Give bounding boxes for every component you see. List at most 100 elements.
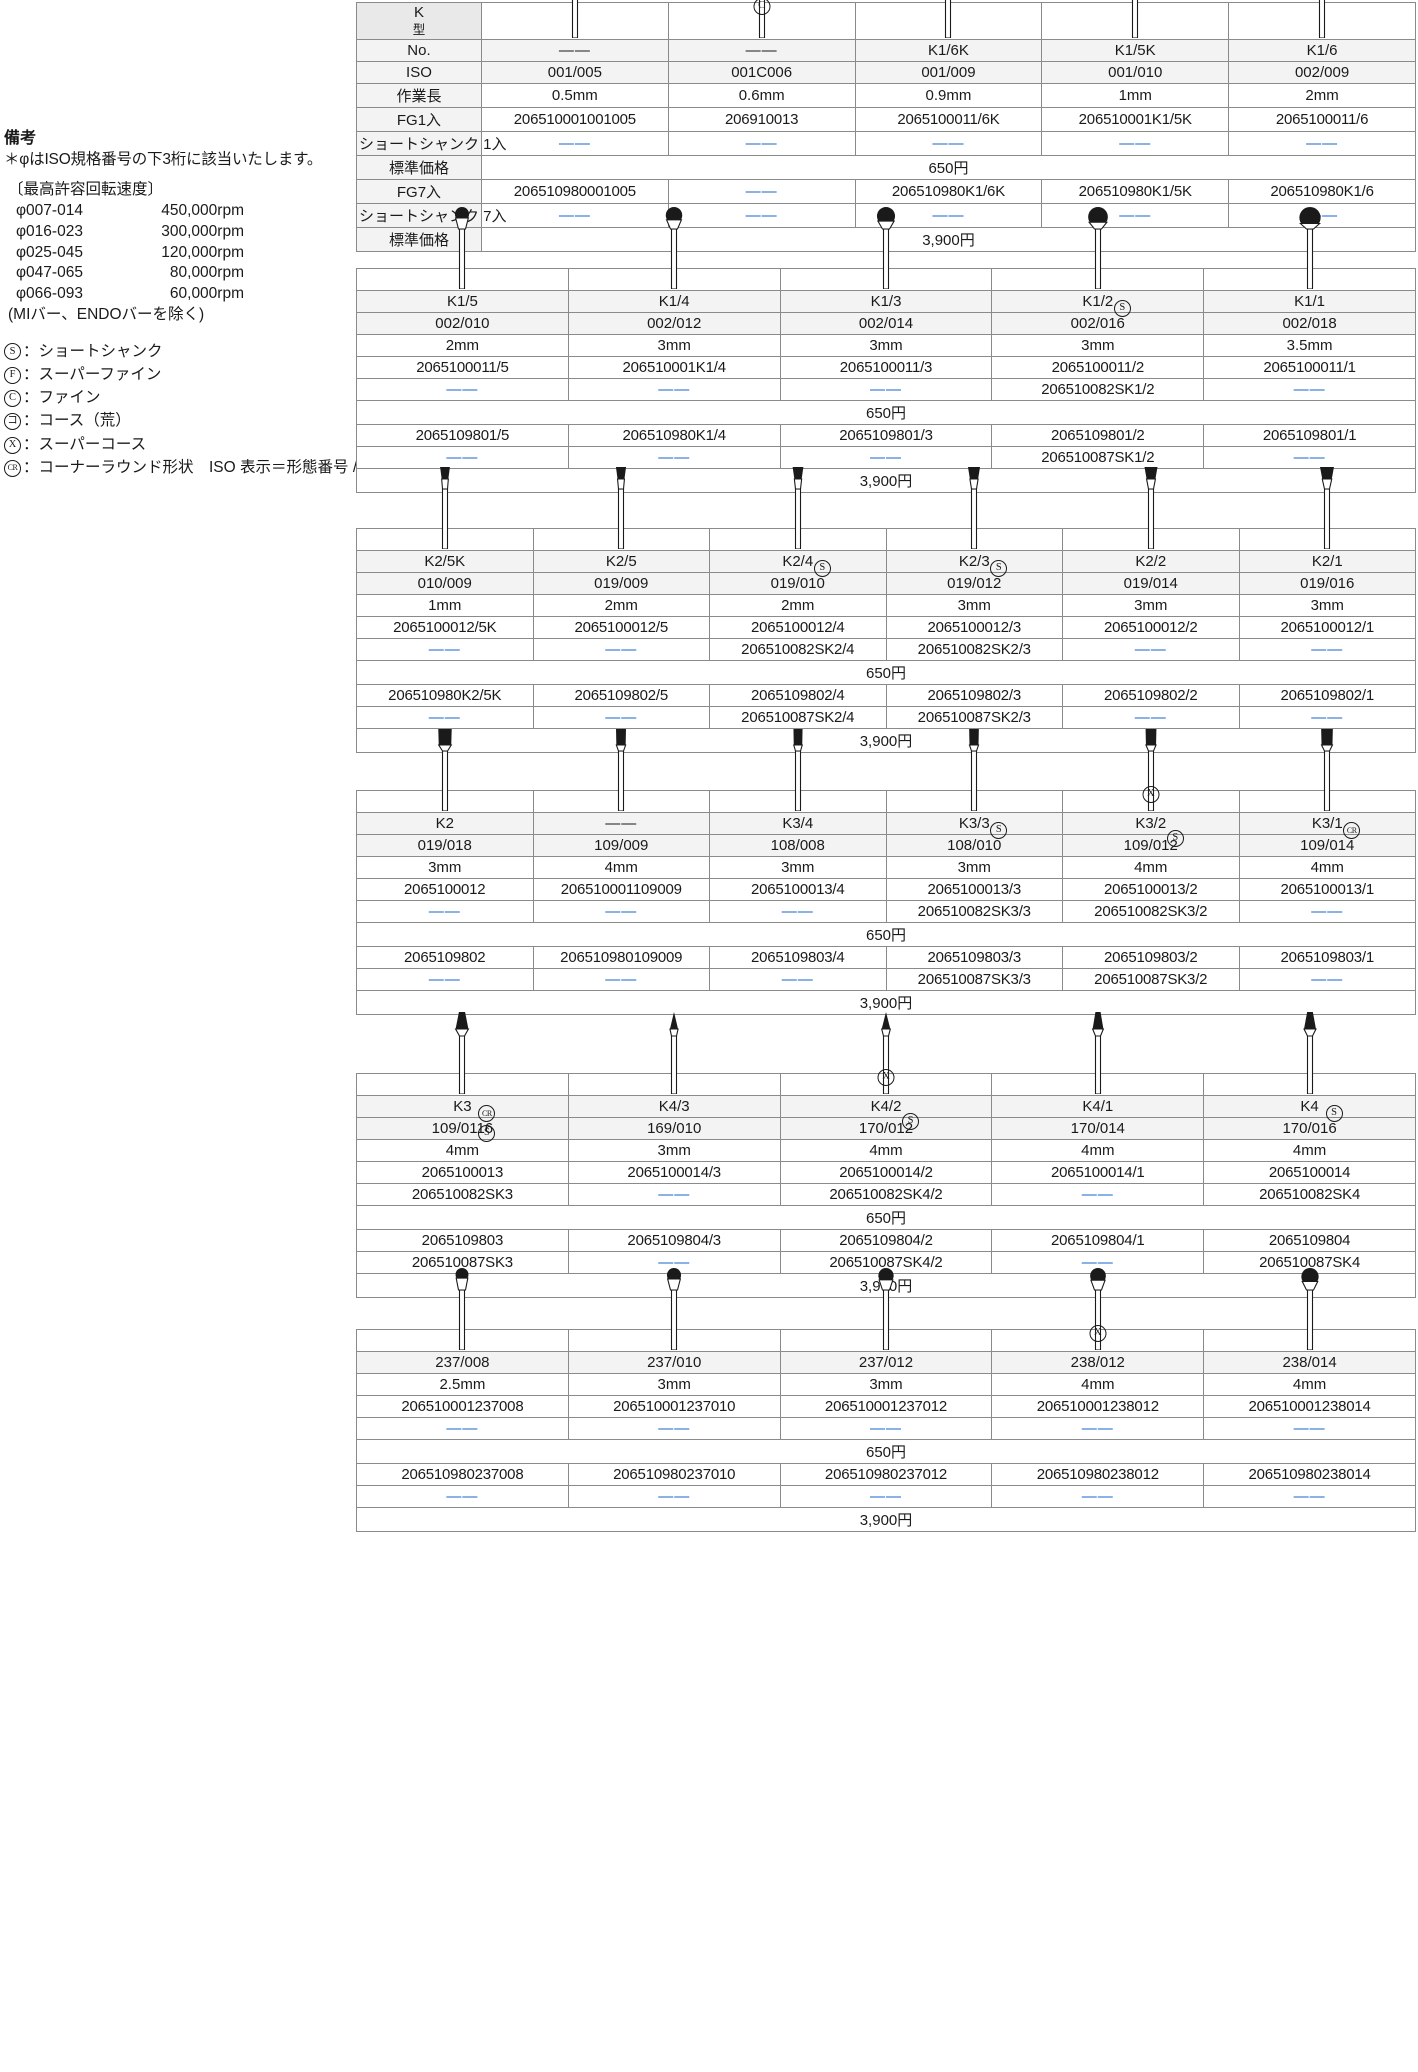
bur-illustration xyxy=(359,467,531,549)
speed-rpm: 120,000rpm xyxy=(161,243,244,261)
bur-illustration-cell: S xyxy=(991,207,1205,317)
cell-iso: 237/008 xyxy=(356,1351,569,1374)
cell-no: K1/1 xyxy=(1203,290,1416,313)
row-no: K1/5 K1/4 K1/3 K1/2 K1/1 xyxy=(356,290,1416,313)
cell-iso: 109/012 xyxy=(1062,834,1240,857)
dash-placeholder: —— xyxy=(745,135,778,153)
cell-fg1-code: 206510001K1/5K xyxy=(1041,107,1230,133)
symbol-legend: S ：ショートシャンク F ：スーパーファイン C ：ファインコ：コース（荒） X ：スーパー… xyxy=(4,342,439,479)
mark-s-icon: S xyxy=(901,1113,919,1130)
cell-iso: 108/008 xyxy=(709,834,887,857)
cell-working-length: 2mm xyxy=(1228,83,1416,109)
cell-short7-code: —— xyxy=(567,1485,781,1508)
cell-fg7-code: 2065109804/1 xyxy=(991,1229,1205,1252)
cell-iso: 109/014 xyxy=(1238,834,1416,857)
dash-placeholder: —— xyxy=(1311,903,1344,920)
cell-short1-code: —— xyxy=(1041,131,1230,157)
cell-working-length: 4mm xyxy=(779,1139,993,1162)
bur-image-row: CR S S X S xyxy=(356,1012,1416,1142)
table-237: X 237/008 237/010 237/012 238/012 238/014 2.5m… xyxy=(356,1268,1416,1532)
bur-illustration xyxy=(571,207,778,289)
speed-diameter: φ007-014 xyxy=(16,201,83,219)
legend-row: S ：ショートシャンク xyxy=(4,342,352,363)
cell-price-single: 650円 xyxy=(356,1205,1416,1230)
cell-fg1-code: 2065100012/1 xyxy=(1238,616,1416,639)
dash-placeholder: —— xyxy=(1293,1488,1326,1505)
cell-short1-code: —— xyxy=(356,378,569,401)
mark-s-icon: S xyxy=(813,560,831,577)
cell-short1-code: —— xyxy=(1228,131,1416,157)
cell-fg7-code: 2065109801/1 xyxy=(1203,424,1416,447)
cell-fg7-code: 206510980K1/6K xyxy=(854,179,1043,205)
row-fg7: 2065109801/5 206510980K1/4 2065109801/3 206… xyxy=(356,424,1416,447)
row-fg7: FG7入 206510980001005 —— 206510980K1/6K 20651… xyxy=(356,179,1416,205)
dash-placeholder: —— xyxy=(1306,135,1339,153)
cell-fg1-code: 2065100012/5 xyxy=(532,616,710,639)
bur-illustration-cell xyxy=(1062,467,1240,551)
cell-no: K3/3 xyxy=(885,812,1063,835)
cell-iso: 238/014 xyxy=(1203,1351,1416,1374)
cell-short1-code: —— xyxy=(567,1183,781,1206)
bur-illustration-cell: CR S xyxy=(356,1012,569,1142)
bur-illustration xyxy=(783,207,990,289)
cell-fg1-code: 206910013 xyxy=(667,107,856,133)
dash-placeholder: —— xyxy=(781,971,814,988)
dash-placeholder: —— xyxy=(658,1254,691,1271)
cell-fg7-code: 206510980K1/6 xyxy=(1228,179,1416,205)
cell-short7-code: —— xyxy=(991,1485,1205,1508)
cell-fg1-code: 2065100011/2 xyxy=(991,356,1205,379)
cell-fg1-code: 2065100012/5K xyxy=(356,616,534,639)
cell-working-length: 3mm xyxy=(567,334,781,357)
row-short-shank-7: 206510087SK3 —— 206510087SK4/2 —— 206510087S… xyxy=(356,1251,1416,1274)
cell-fg7-code: —— xyxy=(667,179,856,205)
cell-no: —— xyxy=(667,39,856,63)
cell-short7-code: —— xyxy=(356,968,534,991)
cell-short1-code: 206510082SK2/4 xyxy=(709,638,887,661)
cell-fg1-code: 2065100011/6 xyxy=(1228,107,1416,133)
dash-placeholder: —— xyxy=(745,183,778,201)
cell-short1-code: 206510082SK4 xyxy=(1203,1183,1416,1206)
bur-illustration-cell xyxy=(1041,0,1230,41)
cell-fg7-code: 2065109803/4 xyxy=(709,946,887,969)
row-short-shank-7: —— —— 206510087SK2/4 206510087SK2/3 —— —— xyxy=(356,706,1416,729)
cell-working-length: 0.9mm xyxy=(854,83,1043,109)
row-fg7: 206510980K2/5K 2065109802/5 2065109802/4 20… xyxy=(356,684,1416,707)
row-label-fg7: FG7入 xyxy=(356,179,482,205)
row-label-iso: ISO xyxy=(356,61,482,85)
row-fg1: 2065100011/5 206510001K1/4 2065100011/3 206… xyxy=(356,356,1416,379)
bur-illustration-cell xyxy=(356,467,534,551)
cell-short7-code: 206510087SK1/2 xyxy=(991,446,1205,469)
dash-placeholder: —— xyxy=(1293,449,1326,466)
dash-placeholder: —— xyxy=(1134,641,1167,658)
row-no: K2 —— K3/4 K3/3 K3/2 K3/1 xyxy=(356,812,1416,835)
bur-illustration xyxy=(1206,207,1413,289)
cell-no: K2/2 xyxy=(1062,550,1240,573)
bur-illustration xyxy=(1242,467,1414,549)
row-fg1: FG1入 206510001001005 206910013 2065100011/6… xyxy=(356,107,1416,133)
cell-fg1-code: 2065100013/1 xyxy=(1238,878,1416,901)
bur-illustration: C xyxy=(671,0,853,39)
cell-short1-code: —— xyxy=(779,378,993,401)
row-label-worklen: 作業長 xyxy=(356,83,482,109)
legend-text: ：スーパーファイン xyxy=(23,365,162,383)
cell-fg1-code: 206510001K1/4 xyxy=(567,356,781,379)
bur-illustration-cell xyxy=(1203,1268,1416,1352)
cell-short7-code: 206510087SK4/2 xyxy=(779,1251,993,1274)
cell-iso: 019/009 xyxy=(532,572,710,595)
cell-iso: 019/018 xyxy=(356,834,534,857)
dash-placeholder: —— xyxy=(1119,207,1152,225)
bur-illustration xyxy=(536,729,708,811)
dash-placeholder: —— xyxy=(428,971,461,988)
cell-working-length: 3mm xyxy=(991,334,1205,357)
dash-placeholder: —— xyxy=(428,641,461,658)
dash-placeholder: —— xyxy=(605,903,638,920)
speed-row: φ016-023 300,000rpm xyxy=(16,222,352,243)
row-working-length: 3mm 4mm 3mm 3mm 4mm 4mm xyxy=(356,856,1416,879)
bur-illustration: S xyxy=(994,207,1201,317)
cell-fg7-code: 2065109803/1 xyxy=(1238,946,1416,969)
bur-illustration xyxy=(536,467,708,549)
cell-fg1-code: 2065100011/3 xyxy=(779,356,993,379)
cell-fg1-code: 2065100013/3 xyxy=(885,878,1063,901)
